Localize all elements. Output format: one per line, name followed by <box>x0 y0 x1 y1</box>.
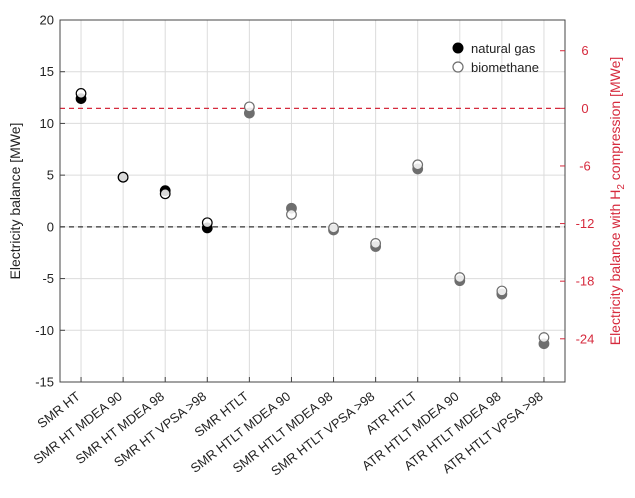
left-axis-ticks: -15 -10 -5 0 5 10 15 20 <box>35 13 65 390</box>
y2-tick-label: -6 <box>579 158 591 173</box>
data-points <box>75 88 550 350</box>
point-biomethane-smr-ht-mdea-90 <box>117 171 129 183</box>
y-tick-label: -10 <box>35 323 54 338</box>
right-axis-ticks: -24 -18 -12 -6 0 6 <box>560 43 594 346</box>
point-biomethane-smr-htlt-vpsa-98 <box>370 238 382 249</box>
legend-label-biomethane: biomethane <box>471 60 539 75</box>
legend-label-natural-gas: natural gas <box>471 41 536 56</box>
y-tick-label: 0 <box>47 219 54 234</box>
legend-marker-natural-gas <box>452 42 464 54</box>
y-axis-label: Electricity balance [MWe] <box>7 123 23 280</box>
point-biomethane-atr-htlt-vpsa-98 <box>538 332 550 343</box>
point-biomethane-atr-htlt-mdea-90 <box>454 272 466 283</box>
point-biomethane-smr-htlt <box>243 101 255 113</box>
y2-axis-label: Electricity balance with H2 compression … <box>607 57 627 346</box>
legend-marker-biomethane <box>452 61 464 73</box>
point-biomethane-smr-htlt-mdea-90 <box>286 209 297 220</box>
y-tick-label: -15 <box>35 375 54 390</box>
y-tick-label: 5 <box>47 168 54 183</box>
y-tick-label: -5 <box>42 271 54 286</box>
y2-tick-label: -12 <box>576 216 595 231</box>
legend: natural gas biomethane <box>452 41 539 75</box>
point-biomethane-smr-ht-mdea-98 <box>159 188 171 200</box>
y2-tick-label: -24 <box>576 331 595 346</box>
point-biomethane-smr-ht <box>75 88 87 99</box>
y2-tick-label: 0 <box>581 101 588 116</box>
y2-tick-label: 6 <box>581 43 588 58</box>
y2-tick-label: -18 <box>576 274 595 289</box>
grid-lines <box>60 19 565 383</box>
point-biomethane-smr-ht-vpsa-98 <box>201 217 213 229</box>
point-biomethane-atr-htlt <box>412 159 424 171</box>
y-tick-label: 20 <box>40 13 54 28</box>
point-biomethane-smr-htlt-mdea-98 <box>328 222 339 234</box>
point-biomethane-atr-htlt-mdea-98 <box>496 285 508 297</box>
y2-label-subscript: 2 <box>616 184 627 190</box>
plot-frame <box>59 19 566 383</box>
y-tick-label: 15 <box>40 64 54 79</box>
y2-label-rest: compression [MWe] <box>607 57 623 184</box>
reference-lines <box>60 107 565 228</box>
y2-label-base: Electricity balance with H <box>607 190 623 346</box>
y-tick-label: 10 <box>40 116 54 131</box>
